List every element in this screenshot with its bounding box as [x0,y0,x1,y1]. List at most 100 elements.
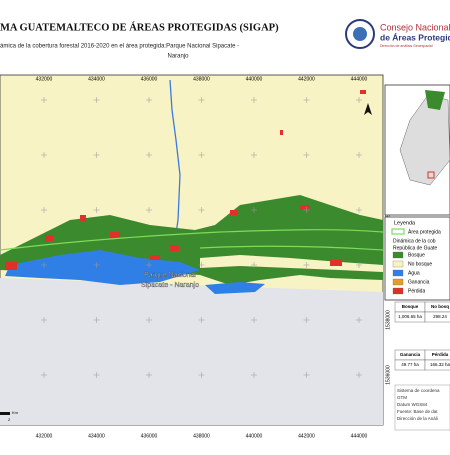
logo-text: Dirección de análisis Geoespacial [380,44,433,48]
grid-cross [146,317,152,323]
legend-subtitle: República de Guate [393,245,437,251]
grid-cross [146,207,152,213]
loss [5,90,366,270]
protected-area-boundary [0,229,384,251]
grid-cross [146,152,152,158]
legend-label: Área protegida [408,228,441,235]
table-text: No bosq [431,304,449,309]
sea [0,278,383,425]
area-label: Sipacate - Naranjo [141,282,199,289]
stats-table: Bosque No bosq 1,006.65 ha 298.24 Ganancia Pé… [394,301,450,371]
table-text: Pérdida [432,352,449,357]
grid-cross [356,152,362,158]
grid-cross [198,97,205,103]
grid-cross [303,207,310,213]
legend-items: Bosque No bosque Agua Ganancia Pérdida [392,251,432,295]
info-box [394,384,450,431]
info-text: GTM [397,395,407,400]
grid-cross [198,317,205,323]
grid-cross [93,372,100,378]
y-label: 1538000 [385,310,391,330]
legend [384,216,450,301]
river [169,79,181,249]
x-label: 438000 [193,76,210,82]
legend-swatch [392,287,404,295]
x-label: 434000 [88,433,105,439]
x-label: 432000 [36,433,53,439]
legend-label: Bosque [408,252,425,258]
inset-country [399,94,450,186]
x-label: 436000 [141,76,158,82]
info-text: Datum WGS84 [397,402,428,407]
table-cell [424,311,450,323]
subtitle: ámica de la cobertura forestal 2016-2020… [0,44,239,50]
grid-cross [93,152,100,158]
legend-label: Ganancia [408,279,430,285]
x-label: 444000 [351,433,368,439]
info-text: Sistema de coordena [397,388,440,393]
grid-cross [356,262,362,268]
grid-cross [198,262,205,268]
subtitle: Naranjo [167,54,189,60]
legend-swatch [392,278,404,286]
table-text: Ganancia [400,352,421,357]
y-label: 1536000 [385,365,391,385]
grid-cross [251,317,257,323]
x-label: 434000 [88,76,105,82]
table-text: Bosque [402,304,419,309]
inset-area [425,90,445,110]
x-label: 436000 [141,433,158,439]
grid-cross [251,152,257,158]
grid-cross [146,372,152,378]
grid-cross [198,207,205,213]
grid-cross [41,152,47,158]
grid-cross [303,372,310,378]
legend-label: Pérdida [408,288,425,294]
x-label: 442000 [298,76,315,82]
grid-cross [251,97,257,103]
grid-cross [93,207,100,213]
grid-cross [198,152,205,158]
water [205,282,265,294]
logo-text: Consejo Nacional [380,22,450,32]
logo-seal [353,27,367,41]
scale-label: 2 [8,417,11,422]
grid-cross [356,317,362,323]
legend-label: Agua [408,270,420,276]
water [5,250,200,285]
title: MA GUATEMALTECO DE ÁREAS PROTEGIDAS (SIG… [0,21,279,33]
grid-cross [93,97,100,103]
grid-cross [41,97,47,103]
grid-cross [198,372,205,378]
logo-text: de Áreas Protegidas [380,32,450,42]
grid-cross [251,207,257,213]
grid-cross [146,97,152,103]
table-text: 298.24 [433,314,447,319]
x-label: 440000 [246,433,263,439]
legend-label: No bosque [408,261,432,267]
table-cell [424,359,450,371]
x-label: 438000 [193,433,210,439]
scale-bar [0,412,10,415]
grid-cross [356,372,362,378]
grid-cross [146,262,152,268]
main-map: Parque Nacional Sipacate - Naranjo Km 2 [0,74,384,426]
legend-swatch [392,269,404,277]
grid-cross [41,207,47,213]
info-text: Fuente: Base de dat [397,409,438,414]
grid-cross [356,207,362,213]
legend-swatch [391,228,405,235]
north-arrow [364,103,372,115]
grid-cross [251,262,257,268]
info: Sistema de coordena GTM Datum WGS84 Fuente:… [397,388,440,421]
grid-cross [41,262,47,268]
table-text: 49.77 ha [401,362,419,367]
info-text: Dirección de la Análi [397,416,438,421]
grid-cross [93,317,100,323]
non-forest [200,255,383,272]
table-text: 1,006.65 ha [398,314,422,319]
grid-cross [93,262,100,268]
x-label: 442000 [298,433,315,439]
table-text: 166.32 ha [430,362,450,367]
